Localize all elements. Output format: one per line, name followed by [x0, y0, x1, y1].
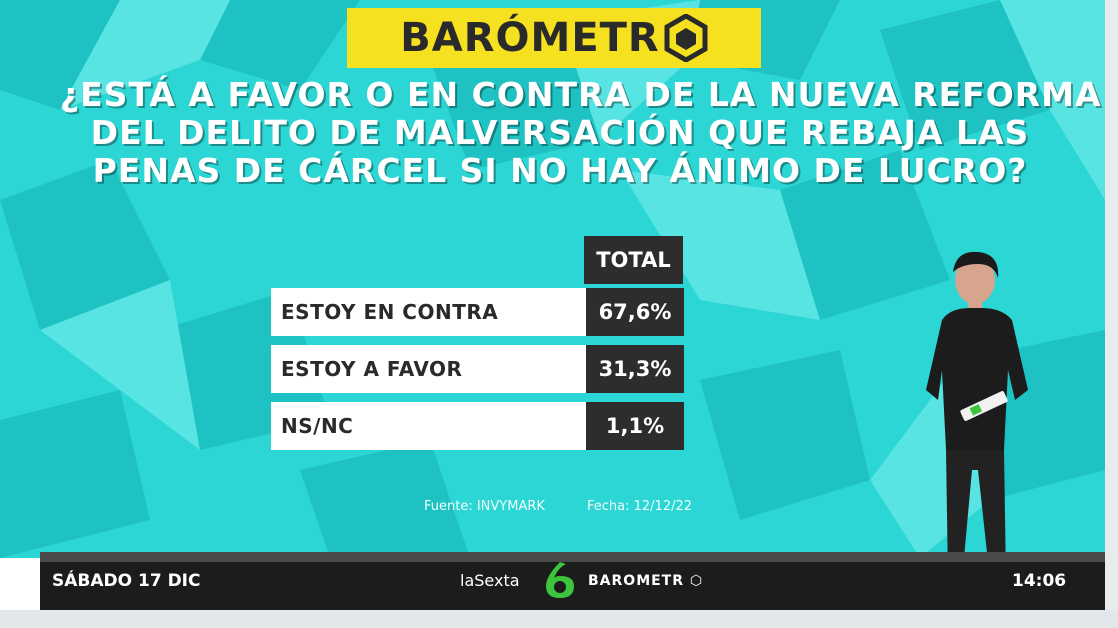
row-value: 31,3% [586, 345, 684, 393]
lasexta-logo-icon [546, 562, 574, 598]
presenter-figure [926, 251, 1028, 606]
broadcast-date: SÁBADO 17 DIC [52, 571, 201, 591]
row-label: NS/NC [271, 402, 586, 450]
row-value: 1,1% [586, 402, 684, 450]
question-line: DEL DELITO DE MALVERSACIÓN QUE REBAJA LA… [90, 113, 1030, 152]
program-name-text: BAROMETR [588, 573, 685, 589]
table-column-header: TOTAL [584, 236, 683, 284]
barometro-logo: BARÓMETR [347, 8, 761, 68]
logo-text: BARÓMETR [400, 15, 660, 61]
source-note: Fuente: INVYMARK [424, 499, 545, 514]
row-value: 67,6% [586, 288, 684, 336]
channel-name: laSexta [460, 571, 520, 590]
studio-floor [0, 610, 1118, 628]
row-label: ESTOY EN CONTRA [271, 288, 586, 336]
wall-edge [1105, 0, 1118, 628]
hexagon-small-icon: ⬡ [684, 573, 704, 589]
program-name: BAROMETR ⬡ [588, 573, 703, 589]
hexagon-cube-icon [664, 14, 708, 62]
question-line: ¿ESTÁ A FAVOR O EN CONTRA DE LA NUEVA RE… [60, 75, 1102, 114]
date-note: Fecha: 12/12/22 [587, 499, 693, 514]
question-text: ¿ESTÁ A FAVOR O EN CONTRA DE LA NUEVA RE… [60, 75, 1102, 190]
question-line: PENAS DE CÁRCEL SI NO HAY ÁNIMO DE LUCRO… [92, 151, 1028, 190]
table-row: ESTOY A FAVOR 31,3% [271, 345, 684, 393]
table-row: ESTOY EN CONTRA 67,6% [271, 288, 684, 336]
table-row: NS/NC 1,1% [271, 402, 684, 450]
broadcast-time: 14:06 [1012, 571, 1067, 591]
row-label: ESTOY A FAVOR [271, 345, 586, 393]
